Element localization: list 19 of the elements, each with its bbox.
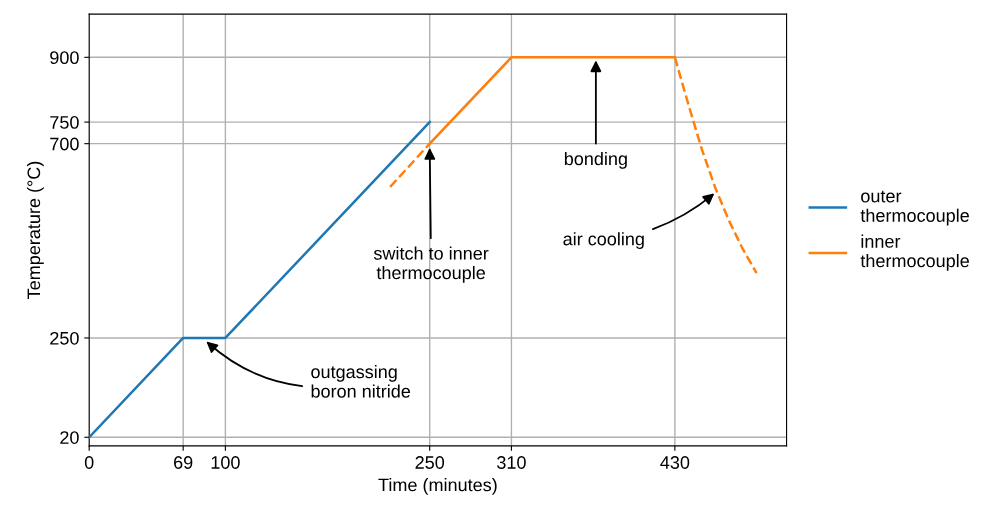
legend-label: inner thermocouple — [860, 234, 969, 271]
x-tick-label: 69 — [174, 456, 193, 469]
y-tick-label: 700 — [50, 137, 79, 151]
x-axis-title: Time (minutes) — [378, 478, 497, 495]
y-tick-label: 900 — [50, 51, 79, 65]
y-tick-label: 750 — [50, 116, 79, 129]
x-tick-label: 250 — [415, 456, 445, 469]
legend-label: outer thermocouple — [860, 190, 969, 226]
y-tick-label: 250 — [50, 331, 79, 345]
y-axis-title: Temperature (°C) — [26, 161, 44, 299]
x-tick-label: 430 — [660, 456, 690, 469]
x-tick-label: 100 — [211, 456, 240, 469]
annotation: bonding — [564, 151, 627, 169]
y-tick-label: 20 — [60, 431, 79, 444]
annotation: switch to inner thermocouple — [373, 246, 489, 283]
x-tick-label: 310 — [497, 456, 526, 469]
annotation: outgassing boron nitride — [311, 364, 411, 398]
annotation: air cooling — [563, 232, 644, 249]
x-tick-label: 0 — [84, 456, 94, 469]
